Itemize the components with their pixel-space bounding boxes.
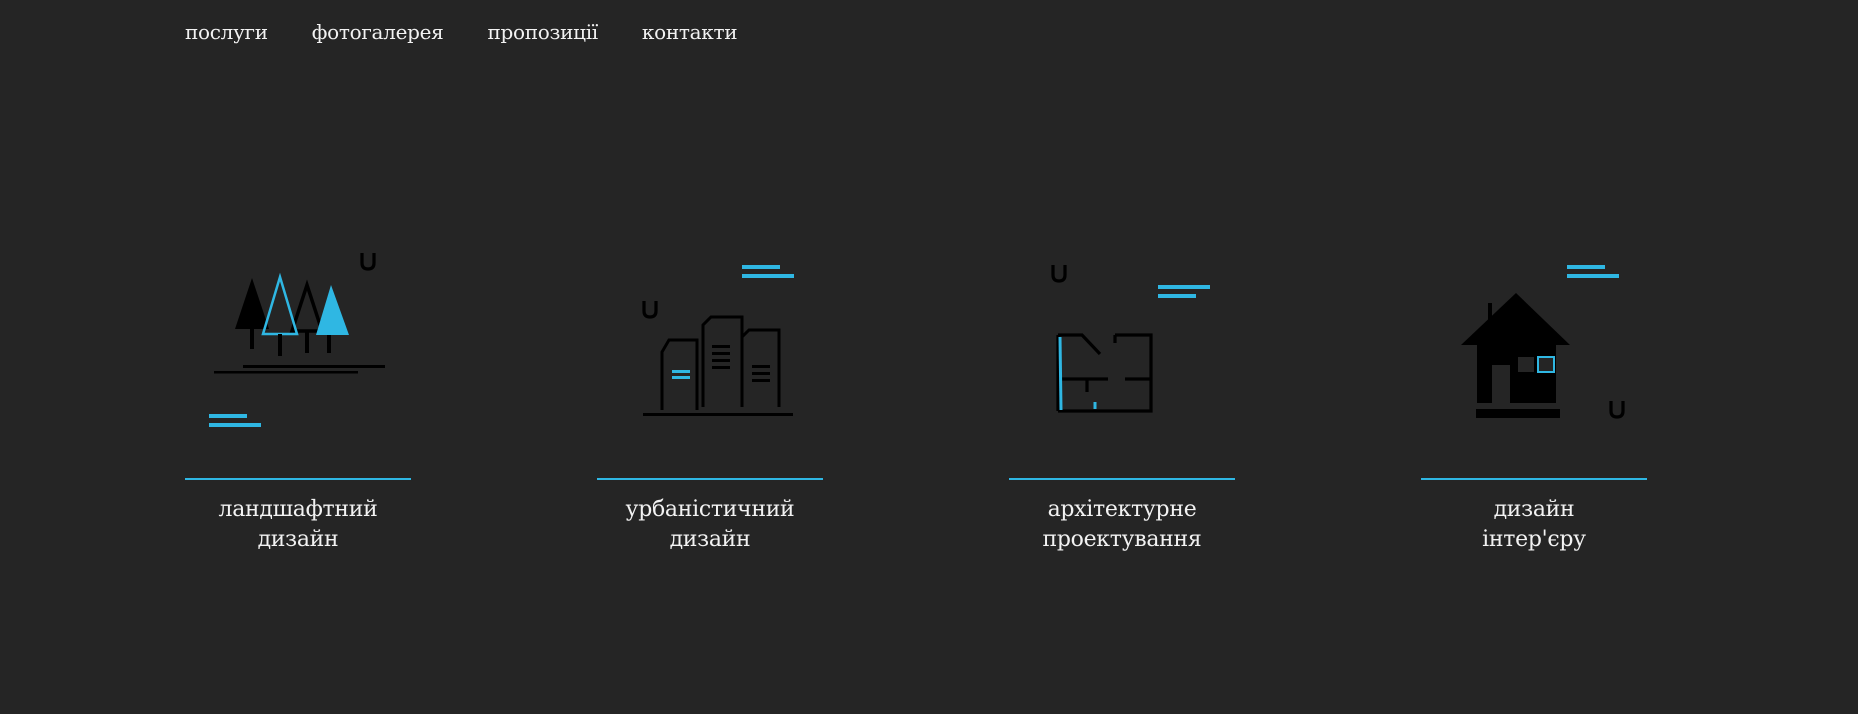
nav-link-offers[interactable]: пропозиції	[487, 20, 598, 44]
service-title: урбаністичний дизайн	[625, 497, 795, 552]
service-divider	[1421, 478, 1647, 480]
service-title: дизайн інтер'єру	[1482, 497, 1586, 552]
nav-link-photo-gallery[interactable]: фотогалерея	[311, 20, 444, 44]
service-divider	[1009, 478, 1235, 480]
service-title: архітектурне проектування	[1042, 497, 1202, 552]
service-divider	[597, 478, 823, 480]
trees-icon	[209, 253, 385, 427]
city-buildings-icon	[642, 265, 794, 416]
service-divider	[185, 478, 411, 480]
service-title: ландшафтний дизайн	[218, 497, 378, 552]
main-navigation: послуги фотогалерея пропозиції контакти	[185, 20, 738, 44]
nav-link-contacts[interactable]: контакти	[641, 20, 738, 44]
house-icon	[1461, 265, 1625, 419]
nav-link-services[interactable]: послуги	[185, 20, 268, 44]
floor-plan-icon	[1051, 265, 1210, 413]
